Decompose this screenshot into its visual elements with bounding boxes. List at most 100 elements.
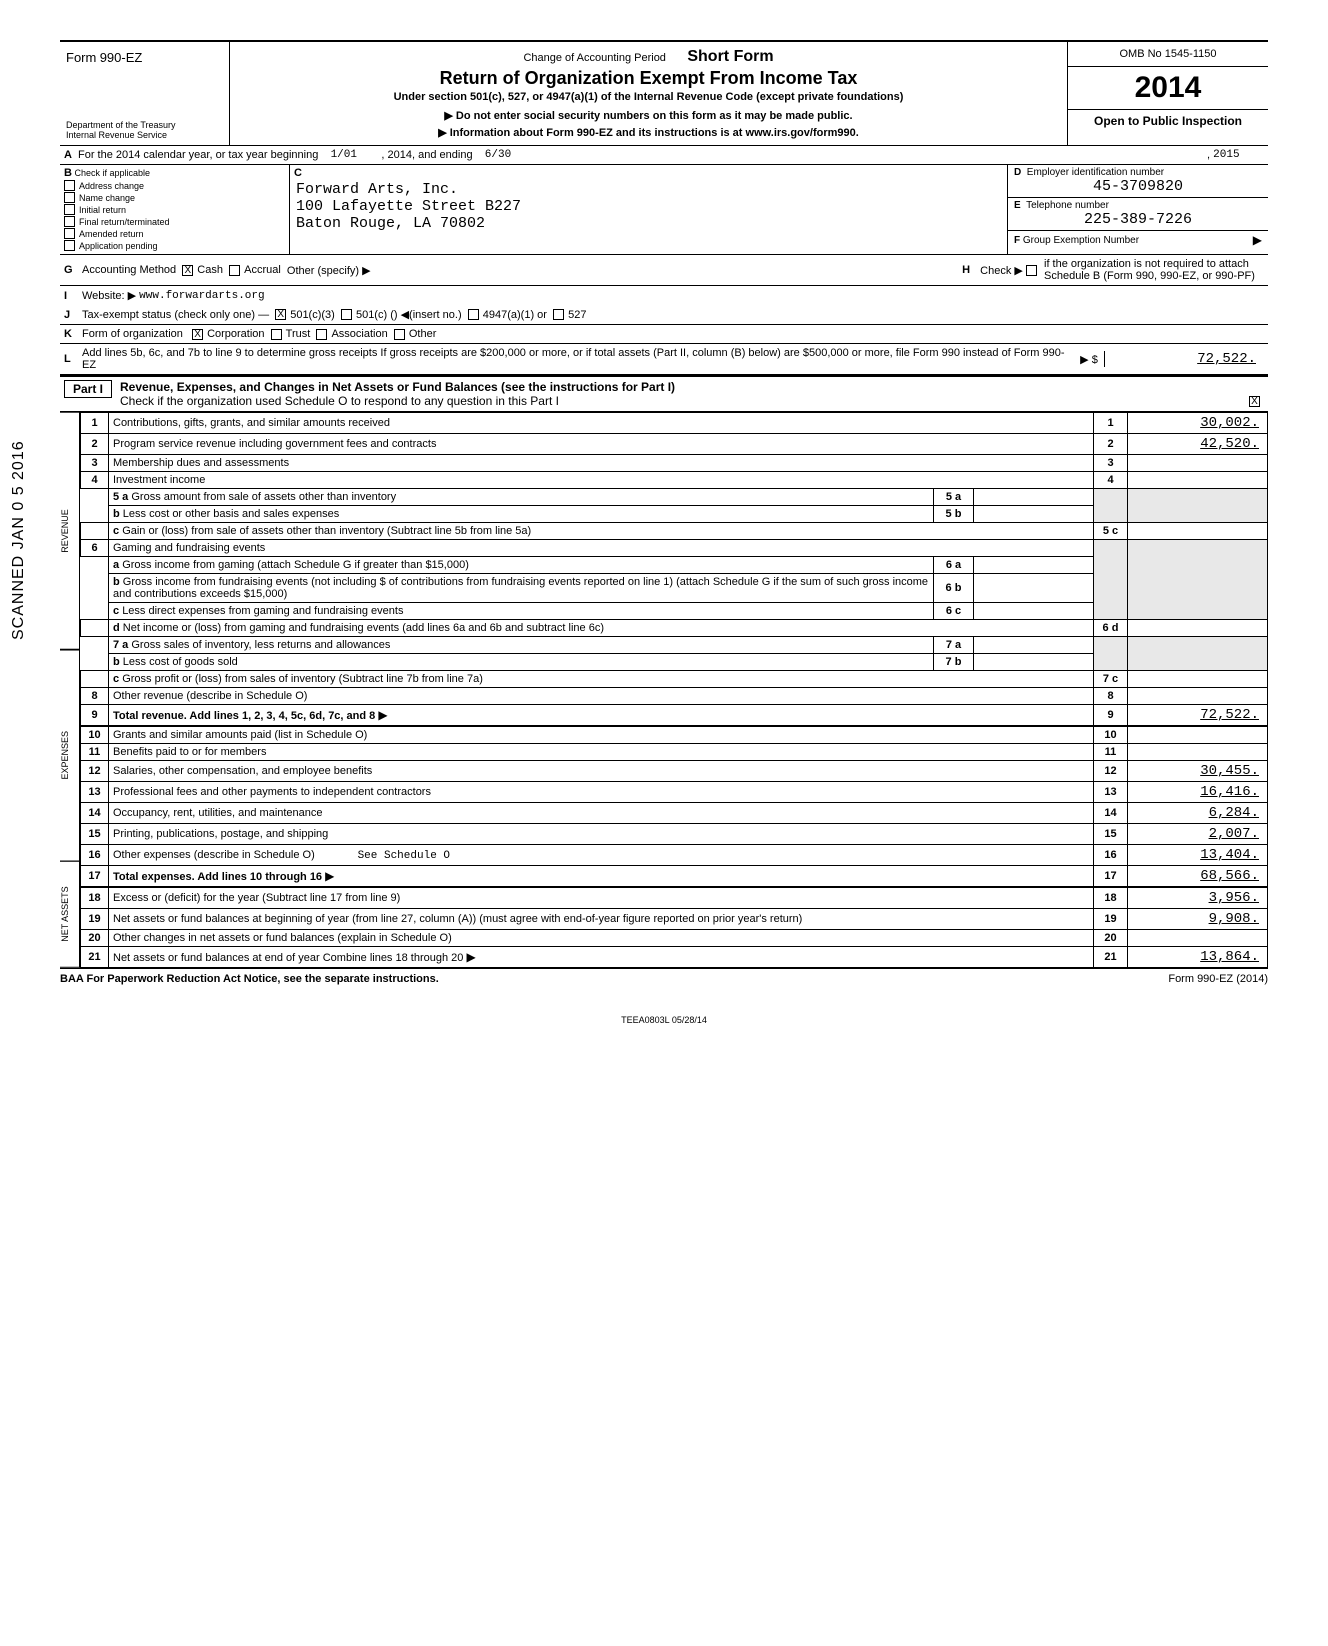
chk-527[interactable]	[553, 309, 564, 320]
title-box: Change of Accounting Period Short Form R…	[230, 42, 1068, 145]
opt-insert: ) ◀(insert no.)	[394, 308, 462, 321]
opt-amended: Amended return	[79, 229, 144, 239]
table-row: b Gross income from fundraising events (…	[81, 574, 1268, 603]
info-note: ▶ Information about Form 990-EZ and its …	[240, 126, 1057, 139]
chk-cash[interactable]: X	[182, 265, 193, 276]
arrow-f: ▶	[1253, 233, 1262, 247]
chk-address[interactable]	[64, 180, 75, 191]
website-label: Website: ▶	[82, 289, 136, 302]
chk-other-org[interactable]	[394, 329, 405, 340]
table-row: 8Other revenue (describe in Schedule O)8	[81, 688, 1268, 705]
opt-other-org: Other	[409, 328, 437, 340]
label-c: C	[294, 167, 302, 179]
acct-method: Accounting Method	[82, 264, 176, 276]
end-date: 6/30	[485, 149, 511, 161]
line-a-text2: , 2014, and ending	[381, 149, 472, 161]
footer-left: BAA For Paperwork Reduction Act Notice, …	[60, 973, 439, 985]
check-if: Check if applicable	[74, 168, 150, 178]
gross-receipts: 72,522.	[1104, 351, 1264, 367]
line-l-text: Add lines 5b, 6c, and 7b to line 9 to de…	[82, 347, 1074, 371]
chk-pending[interactable]	[64, 240, 75, 251]
label-h: H	[962, 264, 980, 276]
chk-assoc[interactable]	[316, 329, 327, 340]
h-text1: Check ▶	[980, 264, 1023, 277]
line-l-arrow: ▶ $	[1074, 353, 1104, 366]
org-addr2: Baton Rouge, LA 70802	[296, 215, 1001, 232]
column-de: D Employer identification number 45-3709…	[1008, 165, 1268, 254]
h-text2: if the organization is not required to a…	[1044, 258, 1264, 282]
opt-assoc: Association	[331, 328, 387, 340]
table-row: 1Contributions, gifts, grants, and simil…	[81, 413, 1268, 434]
table-row: 18Excess or (deficit) for the year (Subt…	[81, 887, 1268, 909]
table-row: c Less direct expenses from gaming and f…	[81, 603, 1268, 620]
chk-corp[interactable]: X	[192, 329, 203, 340]
change-period: Change of Accounting Period	[523, 52, 666, 64]
chk-amended[interactable]	[64, 228, 75, 239]
opt-4947: 4947(a)(1) or	[483, 309, 547, 321]
form-number-box: Form 990-EZ Department of the Treasury I…	[60, 42, 230, 145]
chk-final[interactable]	[64, 216, 75, 227]
table-row: 11Benefits paid to or for members11	[81, 744, 1268, 761]
chk-schedule-b[interactable]	[1026, 265, 1037, 276]
form-prefix: Form	[66, 50, 96, 65]
chk-trust[interactable]	[271, 329, 282, 340]
part1-title: Revenue, Expenses, and Changes in Net As…	[120, 380, 675, 394]
chk-accrual[interactable]	[229, 265, 240, 276]
label-a: A	[64, 149, 78, 161]
line-gh: G Accounting Method X Cash Accrual Other…	[60, 255, 1268, 286]
right-header-box: OMB No 1545-1150 2014 Open to Public Ins…	[1068, 42, 1268, 145]
form-org-label: Form of organization	[82, 328, 183, 340]
opt-initial: Initial return	[79, 205, 126, 215]
label-e: E	[1014, 200, 1021, 211]
opt-501c: 501(c) (	[356, 309, 394, 321]
table-row: 9Total revenue. Add lines 1, 2, 3, 4, 5c…	[81, 705, 1268, 727]
line-l: L Add lines 5b, 6c, and 7b to line 9 to …	[60, 344, 1268, 375]
table-row: b Less cost of goods sold7 b	[81, 654, 1268, 671]
line-k: K Form of organization X Corporation Tru…	[60, 325, 1268, 344]
column-c: C Forward Arts, Inc. 100 Lafayette Stree…	[290, 165, 1008, 254]
short-form: Short Form	[687, 48, 773, 65]
dept-treasury: Department of the Treasury Internal Reve…	[66, 121, 223, 141]
opt-name: Name change	[79, 193, 135, 203]
table-row: c Gross profit or (loss) from sales of i…	[81, 671, 1268, 688]
label-g: G	[64, 264, 82, 276]
column-b: B Check if applicable Address change Nam…	[60, 165, 290, 254]
chk-schedule-o[interactable]: X	[1249, 396, 1260, 407]
ssn-note: ▶ Do not enter social security numbers o…	[240, 109, 1057, 122]
table-row: 15Printing, publications, postage, and s…	[81, 824, 1268, 845]
website-value: www.forwardarts.org	[139, 290, 264, 302]
line-j: J Tax-exempt status (check only one) — X…	[60, 305, 1268, 325]
tax-exempt-label: Tax-exempt status (check only one) —	[82, 309, 269, 321]
dept-line2: Internal Revenue Service	[66, 131, 223, 141]
opt-corp: Corporation	[207, 328, 264, 340]
page-footer: BAA For Paperwork Reduction Act Notice, …	[60, 968, 1268, 985]
chk-name[interactable]	[64, 192, 75, 203]
table-row: 12Salaries, other compensation, and empl…	[81, 761, 1268, 782]
table-row: b Less cost or other basis and sales exp…	[81, 506, 1268, 523]
chk-501c3[interactable]: X	[275, 309, 286, 320]
opt-pending: Application pending	[79, 241, 158, 251]
chk-initial[interactable]	[64, 204, 75, 215]
opt-accrual: Accrual	[244, 264, 281, 276]
table-row: 20Other changes in net assets or fund ba…	[81, 930, 1268, 947]
label-b: B	[64, 167, 72, 179]
table-row: 17Total expenses. Add lines 10 through 1…	[81, 866, 1268, 888]
opt-501c3: 501(c)(3)	[290, 309, 335, 321]
label-d: D	[1014, 167, 1021, 178]
table-row: 7 a Gross sales of inventory, less retur…	[81, 637, 1268, 654]
opt-other-method: Other (specify) ▶	[287, 264, 371, 277]
part1-check-text: Check if the organization used Schedule …	[120, 394, 559, 408]
table-row: d Net income or (loss) from gaming and f…	[81, 620, 1268, 637]
table-row: 5 a Gross amount from sale of assets oth…	[81, 489, 1268, 506]
table-row: 14Occupancy, rent, utilities, and mainte…	[81, 803, 1268, 824]
open-public: Open to Public Inspection	[1068, 110, 1268, 132]
section-revenue: REVENUE	[60, 412, 80, 650]
omb-number: OMB No 1545-1150	[1068, 42, 1268, 67]
main-info-block: B Check if applicable Address change Nam…	[60, 165, 1268, 255]
part1-label: Part I	[64, 380, 112, 398]
chk-501c[interactable]	[341, 309, 352, 320]
table-row: 4Investment income4	[81, 472, 1268, 489]
return-title: Return of Organization Exempt From Incom…	[240, 68, 1057, 89]
chk-4947[interactable]	[468, 309, 479, 320]
begin-date: 1/01	[331, 149, 357, 161]
